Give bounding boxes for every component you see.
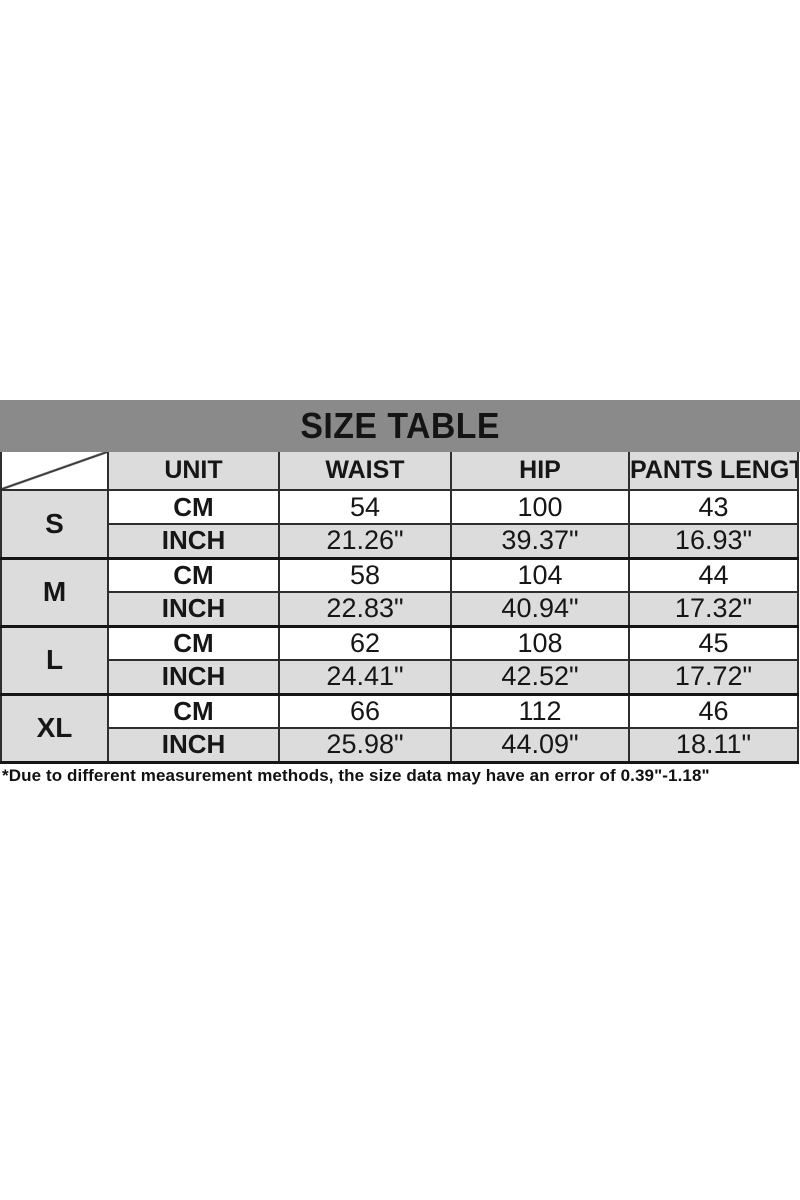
unit-cell: CM bbox=[107, 625, 280, 661]
table-row-xl-inch: INCH 25.98" 44.09" 18.11" bbox=[1, 727, 799, 764]
size-label-l: L bbox=[0, 625, 109, 696]
hip-value: 40.94" bbox=[450, 591, 630, 628]
unit-cell: INCH bbox=[107, 659, 280, 696]
column-header-waist: WAIST bbox=[278, 452, 452, 491]
column-header-unit: UNIT bbox=[107, 452, 280, 491]
footnote: *Due to different measurement methods, t… bbox=[2, 765, 710, 785]
hip-value: 104 bbox=[450, 557, 630, 593]
table-row-l-inch: INCH 24.41" 42.52" 17.72" bbox=[1, 659, 799, 696]
unit-cell: INCH bbox=[107, 727, 280, 764]
column-header-pants-length: PANTS LENGTH bbox=[628, 452, 799, 491]
waist-value: 58 bbox=[278, 557, 452, 593]
pants-length-value: 43 bbox=[628, 489, 799, 525]
table-row-xl-cm: XL CM 66 112 46 bbox=[0, 693, 799, 764]
table-row-m-inch: INCH 22.83" 40.94" 17.32" bbox=[1, 591, 799, 628]
unit-cell: CM bbox=[107, 693, 280, 729]
corner-diagonal-cell bbox=[0, 452, 109, 491]
pants-length-value: 17.32" bbox=[628, 591, 799, 628]
unit-cell: CM bbox=[107, 557, 280, 593]
hip-value: 42.52" bbox=[450, 659, 630, 696]
header-row: UNIT WAIST HIP PANTS LENGTH bbox=[0, 452, 799, 491]
size-chart: SIZE TABLE UNIT WAIST HIP PANTS LENGTH bbox=[0, 400, 800, 786]
waist-value: 22.83" bbox=[278, 591, 452, 628]
unit-cell: INCH bbox=[107, 523, 280, 560]
waist-value: 62 bbox=[278, 625, 452, 661]
hip-value: 39.37" bbox=[450, 523, 630, 560]
pants-length-value: 45 bbox=[628, 625, 799, 661]
size-table: UNIT WAIST HIP PANTS LENGTH S CM 54 100 … bbox=[0, 452, 799, 764]
pants-length-value: 16.93" bbox=[628, 523, 799, 560]
hip-value: 108 bbox=[450, 625, 630, 661]
hip-value: 112 bbox=[450, 693, 630, 729]
waist-value: 21.26" bbox=[278, 523, 452, 560]
pants-length-value: 18.11" bbox=[628, 727, 799, 764]
pants-length-value: 46 bbox=[628, 693, 799, 729]
size-table-title: SIZE TABLE bbox=[300, 405, 500, 446]
waist-value: 24.41" bbox=[278, 659, 452, 696]
size-label-xl: XL bbox=[0, 693, 109, 764]
hip-value: 44.09" bbox=[450, 727, 630, 764]
waist-value: 54 bbox=[278, 489, 452, 525]
unit-cell: CM bbox=[107, 489, 280, 525]
table-row-l-cm: L CM 62 108 45 bbox=[0, 625, 799, 696]
size-label-m: M bbox=[0, 557, 109, 628]
waist-value: 66 bbox=[278, 693, 452, 729]
waist-value: 25.98" bbox=[278, 727, 452, 764]
column-header-hip: HIP bbox=[450, 452, 630, 491]
hip-value: 100 bbox=[450, 489, 630, 525]
size-label-s: S bbox=[0, 489, 109, 560]
table-row-s-inch: INCH 21.26" 39.37" 16.93" bbox=[1, 523, 799, 560]
size-table-title-bar: SIZE TABLE bbox=[0, 400, 800, 452]
table-row-s-cm: S CM 54 100 43 bbox=[0, 489, 799, 560]
pants-length-value: 17.72" bbox=[628, 659, 799, 696]
table-row-m-cm: M CM 58 104 44 bbox=[0, 557, 799, 628]
unit-cell: INCH bbox=[107, 591, 280, 628]
pants-length-value: 44 bbox=[628, 557, 799, 593]
